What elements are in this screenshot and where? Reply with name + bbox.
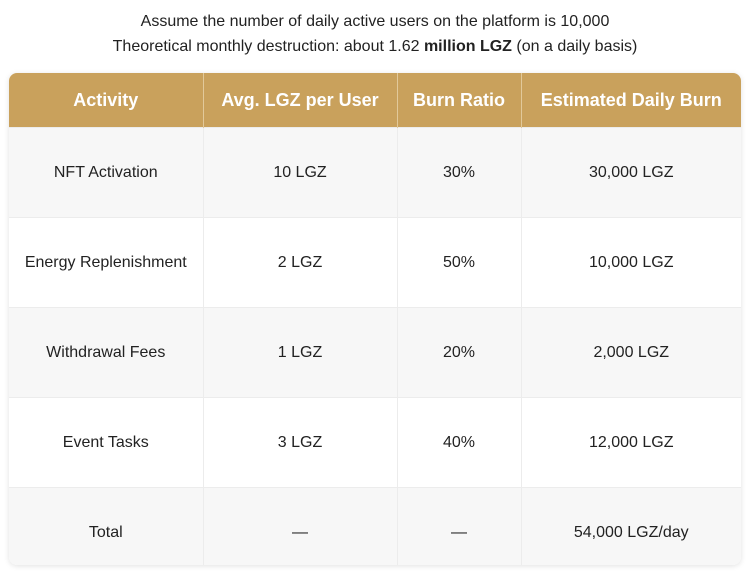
column-header: Estimated Daily Burn [521, 73, 741, 128]
table-cell: 40% [397, 397, 522, 488]
table-cell: 30% [397, 127, 522, 218]
header-bold: million LGZ [423, 38, 512, 55]
column-header: Burn Ratio [397, 73, 522, 128]
table-card: Activity Avg. LGZ per User Burn Ratio Estim… [9, 73, 741, 565]
table-cell: 2,000 LGZ [521, 307, 741, 398]
table-cell: Event Tasks [9, 397, 204, 488]
table-cell: Withdrawal Fees [9, 307, 204, 398]
column-header: Avg. LGZ per User [203, 73, 398, 128]
table-cell: 2 LGZ [203, 217, 398, 308]
table-row: Withdrawal Fees 1 LGZ 20% 2,000 LGZ [9, 307, 741, 398]
header-line: Assume the number of daily active users … [140, 13, 610, 30]
table-row: Event Tasks 3 LGZ 40% 12,000 LGZ [9, 397, 741, 488]
table-cell: — [203, 487, 398, 565]
table-cell: 1 LGZ [203, 307, 398, 398]
table-cell: 30,000 LGZ [521, 127, 741, 218]
table-cell: 10,000 LGZ [521, 217, 741, 308]
table-cell: 54,000 LGZ/day [521, 487, 741, 565]
table-row: NFT Activation 10 LGZ 30% 30,000 LGZ [9, 127, 741, 218]
table: Activity Avg. LGZ per User Burn Ratio Estim… [9, 73, 741, 565]
header: Assume the number of daily active users … [0, 0, 750, 64]
table-cell: 50% [397, 217, 522, 308]
table-cell: Total [9, 487, 204, 565]
header-text: (on a daily basis) [511, 38, 638, 55]
header-line: Theoretical monthly destruction: about 1… [0, 34, 750, 59]
table-cell: 20% [397, 307, 522, 398]
table-cell: 10 LGZ [203, 127, 398, 218]
table-row: Total — —54,000 LGZ/day [9, 487, 741, 565]
table-cell: 12,000 LGZ [521, 397, 741, 488]
table-cell: — [397, 487, 522, 565]
table-cell: 3 LGZ [203, 397, 398, 488]
table-cell: NFT Activation [9, 127, 204, 218]
header-text: Theoretical monthly destruction: about 1… [112, 38, 424, 55]
table-row: Energy Replenishment 2 LGZ 50% 10,000 LGZ [9, 217, 741, 308]
table-cell: Energy Replenishment [9, 217, 204, 308]
header-row: Activity Avg. LGZ per User Burn Ratio Estim… [9, 73, 741, 128]
column-header: Activity [9, 73, 204, 128]
